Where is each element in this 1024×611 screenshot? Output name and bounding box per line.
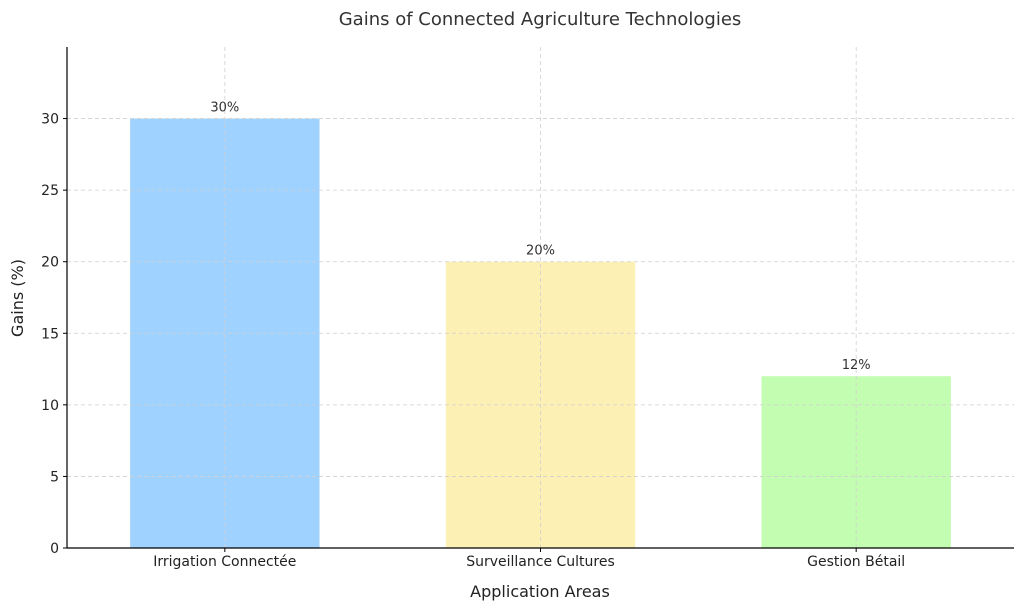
- data-labels: 30% 20% 12%: [210, 101, 870, 374]
- y-tick-label: 25: [41, 183, 59, 199]
- x-axis-label: Application Areas: [470, 582, 610, 601]
- y-tick-label: 5: [50, 469, 59, 485]
- y-tick-label: 10: [41, 398, 59, 414]
- axes: 0 5 10 15 20 25 30 Irrigation Connectée Surveill…: [41, 47, 1014, 570]
- data-label-2: 20%: [526, 244, 555, 259]
- y-axis-label: Gains (%): [8, 259, 27, 337]
- y-tick-label: 15: [41, 326, 59, 342]
- grid: [67, 47, 1014, 548]
- chart-title: Gains of Connected Agriculture Technolog…: [339, 9, 742, 30]
- y-tick-label: 0: [50, 541, 59, 557]
- x-tick-label: Surveillance Cultures: [466, 554, 615, 570]
- x-tick-label: Gestion Bétail: [807, 554, 905, 570]
- data-label-3: 12%: [842, 358, 871, 373]
- x-tick-label: Irrigation Connectée: [153, 554, 296, 570]
- y-tick-label: 20: [41, 255, 59, 271]
- y-tick-label: 30: [41, 112, 59, 128]
- data-label-1: 30%: [210, 101, 239, 116]
